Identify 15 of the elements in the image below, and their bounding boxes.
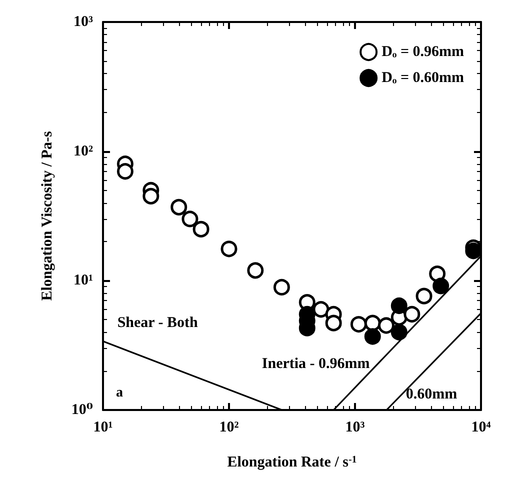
series-label: Shear - Both: [117, 314, 199, 331]
series-label: 0.60mm: [406, 386, 458, 402]
series-label: Inertia - 0.96mm: [262, 356, 370, 372]
y-tick-label: 10³: [74, 14, 94, 30]
legend-label: Dₒ = 0.96mm: [382, 44, 465, 60]
y-tick-label: 10²: [74, 143, 94, 160]
y-tick-label: 10¹: [74, 272, 93, 289]
y-axis-title: Elongation Viscosity / Pa-s: [40, 131, 56, 301]
y-tick-label: 10⁰: [71, 402, 94, 418]
legend-label: Dₒ = 0.60mm: [382, 70, 465, 86]
x-tick-label: 10²: [219, 420, 240, 436]
x-tick-label: 10³: [345, 420, 366, 436]
annotation: a: [116, 386, 123, 400]
x-tick-label: 10¹: [93, 420, 113, 436]
x-tick-label: 10⁴: [471, 420, 492, 436]
